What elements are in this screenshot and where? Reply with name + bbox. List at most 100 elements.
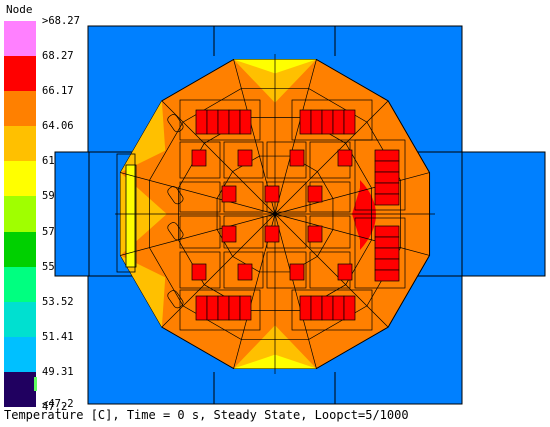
assembly-cell <box>223 141 264 179</box>
heater-bar <box>195 295 208 321</box>
assembly-cell <box>223 251 264 289</box>
support-pin <box>167 114 184 133</box>
legend-label: 49.31 <box>42 365 74 378</box>
mesh-ring <box>149 88 401 340</box>
center-marker <box>273 212 277 216</box>
assembly-cell <box>179 251 221 289</box>
heater-bar <box>343 109 356 135</box>
support-pin <box>167 186 184 205</box>
legend-label: 47.2 <box>42 401 68 413</box>
legend-swatch <box>4 21 36 57</box>
heater-bar <box>332 109 345 135</box>
heater-bar <box>206 295 219 321</box>
legend-label: 68.27 <box>42 50 74 63</box>
fuel-block <box>264 185 280 203</box>
heater-bar <box>310 295 323 321</box>
heater-bar <box>299 109 312 135</box>
heater-bar <box>228 109 241 135</box>
assembly-cell <box>266 141 307 179</box>
legend-label: 66.17 <box>42 85 74 98</box>
fuel-block <box>337 149 353 167</box>
mesh-line <box>274 100 389 215</box>
fuel-block <box>237 263 253 281</box>
heat-source-blocks <box>191 109 400 321</box>
color-legend: >68.2768.2766.1764.0661.9559.8457.7455.6… <box>4 16 84 413</box>
mesh-line <box>274 59 317 215</box>
assembly-cell <box>179 215 221 249</box>
left-channel-inner <box>116 153 136 273</box>
mesh-line <box>274 213 430 256</box>
heater-bar <box>239 295 252 321</box>
legend-swatch <box>4 161 36 197</box>
bottom-left-housing <box>179 289 261 331</box>
fuel-block <box>289 263 305 281</box>
mesh-line <box>161 100 276 215</box>
heater-bar <box>321 109 334 135</box>
left-heater-strip <box>125 164 137 268</box>
legend-swatch <box>4 371 36 407</box>
top-left-housing <box>179 99 261 141</box>
fuel-block <box>307 225 323 243</box>
status-line: Temperature [C], Time = 0 s, Steady Stat… <box>4 408 409 422</box>
heater-bar <box>374 269 400 282</box>
core-mesh <box>115 54 435 374</box>
mesh-line <box>120 172 276 215</box>
legend-label: 64.06 <box>42 120 74 133</box>
legend-swatch <box>4 126 36 162</box>
fuel-block <box>307 185 323 203</box>
right-upper-housing <box>354 139 406 211</box>
heater-bar <box>374 193 400 206</box>
legend-swatch <box>4 266 36 302</box>
heater-bar <box>374 182 400 195</box>
mesh-line <box>120 213 276 256</box>
legend-title: Node <box>6 3 33 16</box>
fuel-block <box>221 185 237 203</box>
heater-bar <box>195 109 208 135</box>
legend-swatch <box>4 91 36 127</box>
legend-label: 51.41 <box>42 330 74 343</box>
heater-bar <box>332 295 345 321</box>
legend-swatch <box>4 336 36 372</box>
heater-bar <box>374 247 400 260</box>
heater-bar <box>206 109 219 135</box>
mesh-line <box>274 213 317 369</box>
legend-swatch <box>4 301 36 337</box>
fuel-block <box>289 149 305 167</box>
legend-swatch <box>4 231 36 267</box>
right-hot-region <box>352 180 376 250</box>
legend-swatch <box>4 56 36 92</box>
heater-bar <box>343 295 356 321</box>
heater-bar <box>374 236 400 249</box>
heater-bar <box>374 171 400 184</box>
fuel-block <box>337 263 353 281</box>
heater-bar <box>374 149 400 162</box>
heater-bar <box>374 258 400 271</box>
mesh-line <box>274 213 389 328</box>
legend-swatch <box>4 196 36 232</box>
left-upper-warm-zone <box>120 255 166 328</box>
heater-bar <box>321 295 334 321</box>
right-lower-housing <box>354 217 406 289</box>
left-lower-warm-zone <box>120 100 166 173</box>
support-pin <box>167 222 184 241</box>
heater-bar <box>239 109 252 135</box>
assembly-cell <box>179 141 221 179</box>
heater-bar <box>217 109 230 135</box>
legend-label: >68.27 <box>42 15 80 27</box>
bottom-right-housing <box>291 289 373 331</box>
fuel-block <box>237 149 253 167</box>
left-channel <box>54 151 90 277</box>
heater-bar <box>228 295 241 321</box>
fuel-block <box>221 225 237 243</box>
mesh-line <box>161 213 276 328</box>
fuel-block <box>264 225 280 243</box>
heater-bar <box>310 109 323 135</box>
heater-bar <box>374 225 400 238</box>
fuel-block <box>191 263 207 281</box>
assembly-cell <box>179 181 221 213</box>
heater-bar <box>374 160 400 173</box>
support-pin <box>167 290 184 309</box>
fuel-block <box>191 149 207 167</box>
legend-marker <box>34 376 37 391</box>
